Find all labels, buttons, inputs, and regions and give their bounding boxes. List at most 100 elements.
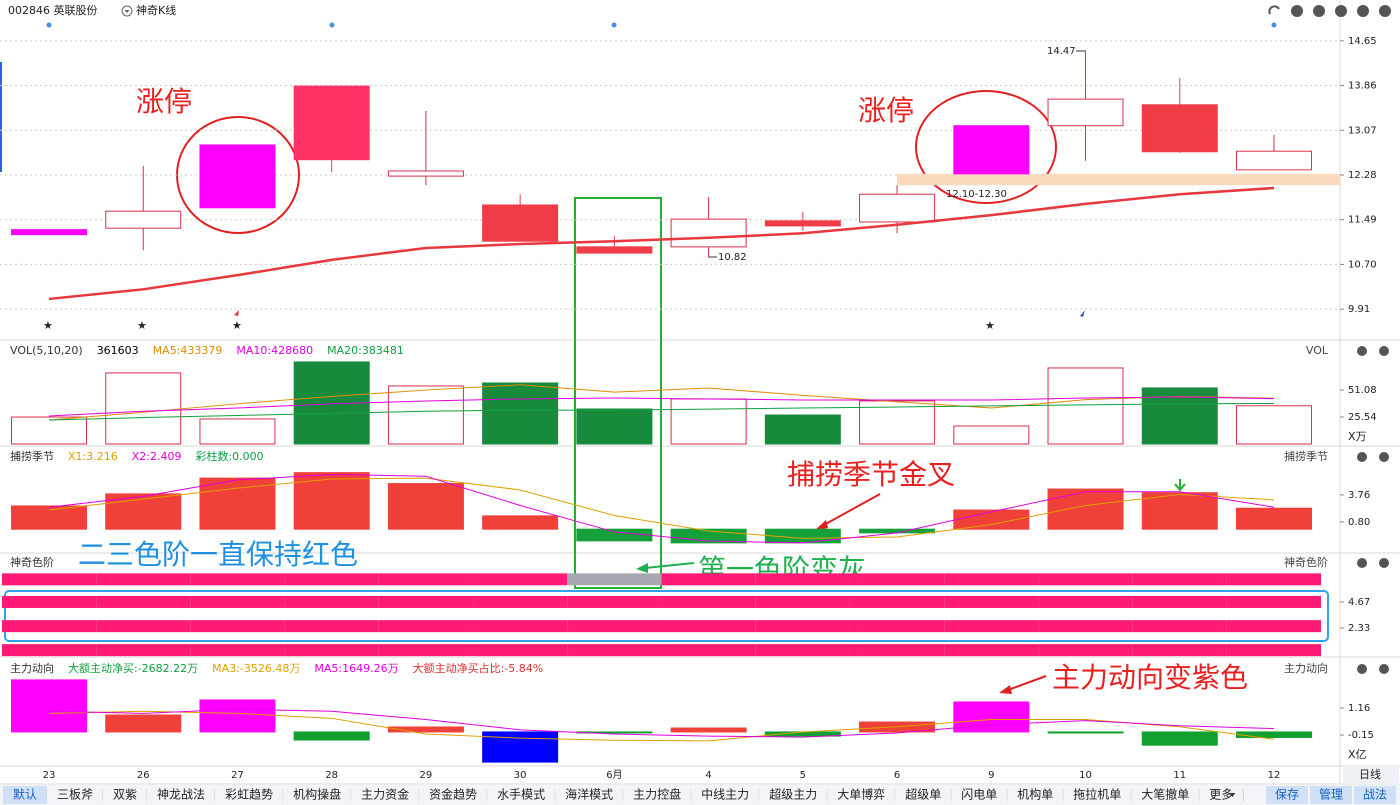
settings-icon[interactable] xyxy=(1357,452,1367,462)
x-tick-label: 6月 xyxy=(606,769,622,781)
candle-body xyxy=(764,220,841,227)
tab-label[interactable]: 超级主力 xyxy=(769,787,817,802)
tab-label[interactable]: 主力控盘 xyxy=(633,787,681,802)
tab[interactable] xyxy=(419,786,488,804)
tab[interactable] xyxy=(147,786,216,804)
tab[interactable] xyxy=(759,786,828,804)
color-band xyxy=(661,620,756,633)
button-label[interactable]: 保存 xyxy=(1275,788,1299,802)
color-band xyxy=(2,644,97,657)
tab[interactable] xyxy=(351,786,420,804)
high-label: 14.47 xyxy=(1047,46,1076,57)
y-tick-label: 14.65 xyxy=(1348,36,1377,47)
annotation: 主力动向变紫色 xyxy=(1052,661,1248,694)
color-band xyxy=(378,573,474,586)
stars: ★ ★ ★ ★ xyxy=(43,319,995,332)
button-label[interactable]: 战法 xyxy=(1363,788,1387,802)
tab-label[interactable]: 更多 xyxy=(1209,788,1233,802)
tab[interactable] xyxy=(691,786,760,804)
tab[interactable] xyxy=(951,786,1008,804)
tab-label[interactable]: 资金趋势 xyxy=(429,787,477,802)
tab[interactable] xyxy=(1063,786,1132,804)
flag xyxy=(1080,310,1085,317)
panel-right-title: VOL xyxy=(1306,344,1329,357)
tab-label[interactable]: 默认 xyxy=(13,787,37,802)
tab-label[interactable]: 超级单 xyxy=(905,787,941,802)
close-icon[interactable] xyxy=(1379,558,1389,568)
arrow xyxy=(1007,675,1047,691)
window-icons[interactable] xyxy=(1291,5,1391,17)
tab[interactable] xyxy=(827,786,896,804)
line xyxy=(48,384,1274,421)
color-band xyxy=(284,595,379,608)
tab-label[interactable]: 机构单 xyxy=(1017,787,1053,802)
line xyxy=(48,708,1275,738)
tab-label[interactable]: 三板斧 xyxy=(57,788,93,802)
tab-label[interactable]: 中线主力 xyxy=(701,787,749,802)
zone xyxy=(897,173,1340,186)
tab[interactable] xyxy=(103,786,148,804)
bar xyxy=(11,679,87,733)
tab-label[interactable]: 机构操盘 xyxy=(293,787,341,802)
tab[interactable] xyxy=(1199,786,1244,804)
svg-text:★: ★ xyxy=(985,319,995,332)
dropdown-icon[interactable] xyxy=(121,5,133,17)
tab[interactable] xyxy=(487,786,556,804)
settings-icon[interactable] xyxy=(1357,346,1367,356)
refresh-icon[interactable] xyxy=(1268,5,1280,15)
settings-icon[interactable] xyxy=(1357,664,1367,674)
readout: X1:3.216 xyxy=(68,450,118,463)
settings-icon[interactable] xyxy=(1357,558,1367,568)
highlight-box xyxy=(574,197,662,589)
close-icon[interactable] xyxy=(1379,452,1389,462)
color-band xyxy=(378,620,474,633)
tab-label[interactable]: 闪电单 xyxy=(961,788,997,802)
period-label[interactable]: 日线 xyxy=(1359,767,1381,781)
bar xyxy=(11,416,87,445)
y-tick-label: 2.33 xyxy=(1348,623,1370,634)
color-band xyxy=(284,620,379,633)
y-tick-label: 9.91 xyxy=(1348,304,1370,315)
tab-label[interactable]: 主力资金 xyxy=(361,787,409,802)
dropdown-arrow xyxy=(124,10,130,13)
readout: MA10:428680 xyxy=(236,344,313,357)
bar xyxy=(1141,731,1218,746)
tab-label[interactable]: 海洋模式 xyxy=(565,787,613,802)
tab[interactable] xyxy=(555,786,624,804)
readout: 361603 xyxy=(97,344,139,357)
arrow xyxy=(821,493,881,527)
color-band xyxy=(944,573,1039,586)
color-band xyxy=(1132,644,1227,657)
candle-body xyxy=(1047,98,1124,127)
close-icon[interactable] xyxy=(1379,664,1389,674)
button[interactable] xyxy=(1266,786,1308,804)
tab-label[interactable]: 大笔撤单 xyxy=(1141,787,1189,802)
tab-label[interactable]: 神龙战法 xyxy=(157,788,205,802)
y-tick-label: 12.28 xyxy=(1348,170,1377,181)
bar xyxy=(387,726,464,733)
tab[interactable] xyxy=(623,786,692,804)
close-icon[interactable] xyxy=(1379,346,1389,356)
tab-label[interactable]: 彩虹趋势 xyxy=(225,788,273,802)
tab-label[interactable]: 水手模式 xyxy=(497,788,545,802)
y-tick-label: 13.07 xyxy=(1348,125,1377,136)
tab[interactable] xyxy=(895,786,952,804)
tab[interactable] xyxy=(283,786,352,804)
tab[interactable] xyxy=(3,786,48,804)
color-band xyxy=(755,595,850,608)
tab-label[interactable]: 大单博弈 xyxy=(837,787,885,802)
annotation: 涨停 xyxy=(858,94,914,127)
tab-label[interactable]: 双紫 xyxy=(113,788,137,802)
tab[interactable] xyxy=(1007,786,1064,804)
tab[interactable] xyxy=(47,786,104,804)
indicator-name[interactable]: 神奇K线 xyxy=(136,3,176,17)
color-band xyxy=(755,644,850,657)
period-box[interactable] xyxy=(1343,767,1399,784)
tab[interactable] xyxy=(215,786,284,804)
button-label[interactable]: 管理 xyxy=(1319,787,1343,802)
line xyxy=(48,186,1275,301)
tab-label[interactable]: 拖拉机单 xyxy=(1073,787,1121,802)
tab[interactable] xyxy=(1131,786,1200,804)
button[interactable] xyxy=(1354,786,1396,804)
button[interactable] xyxy=(1310,786,1352,804)
